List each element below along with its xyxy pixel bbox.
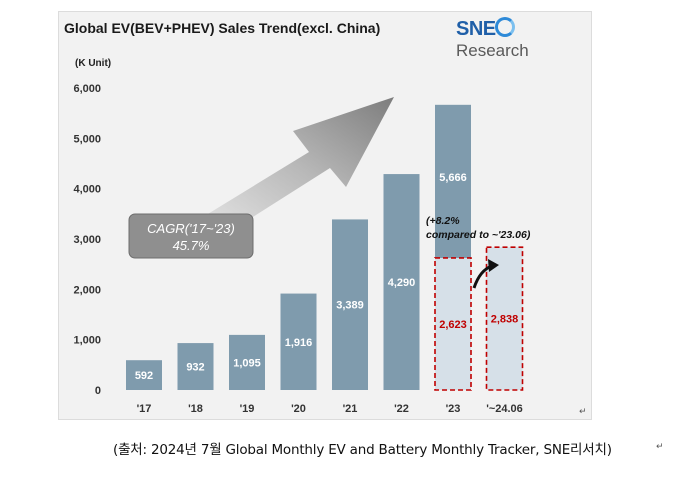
- partial-period-bar: [434, 257, 472, 391]
- bar-value-label: 1,916: [285, 337, 313, 349]
- partial-bar-value-label: 2,623: [439, 319, 467, 331]
- bar: [383, 174, 420, 390]
- x-tick-label: '22: [394, 403, 409, 415]
- cagr-label: CAGR('17~'23): [147, 221, 235, 236]
- cagr-box: [128, 213, 254, 259]
- bar-value-label: 5,666: [439, 172, 467, 184]
- partial-bar-value-label: 2,838: [491, 314, 519, 326]
- logo-ring-icon: [494, 17, 515, 37]
- x-tick-label: '19: [240, 403, 255, 415]
- x-tick-label: '21: [343, 403, 358, 415]
- return-mark-icon: ↵: [579, 406, 587, 416]
- growth-note-line2: compared to ~'23.06): [426, 229, 531, 241]
- source-caption: (출처: 2024년 7월 Global Monthly EV and Batt…: [113, 442, 612, 458]
- bar-value-label: 932: [186, 362, 204, 374]
- bar-value-label: 1,095: [233, 357, 261, 369]
- curved-arrow-head-icon: [488, 259, 499, 272]
- bar: [177, 343, 214, 390]
- chart-title: Global EV(BEV+PHEV) Sales Trend(excl. Ch…: [64, 20, 381, 36]
- x-tick-label: '18: [188, 403, 203, 415]
- y-tick-label: 2,000: [73, 284, 101, 296]
- sne-research-logo: SNEResearch: [456, 17, 586, 60]
- y-tick-label: 3,000: [73, 234, 101, 246]
- x-tick-label: '17: [137, 403, 152, 415]
- y-tick-label: 5,000: [73, 133, 101, 145]
- bar: [332, 219, 368, 390]
- y-tick-label: 6,000: [73, 83, 101, 95]
- bar: [126, 360, 162, 390]
- x-tick-label: '20: [291, 403, 306, 415]
- bar: [229, 334, 265, 390]
- bar: [280, 293, 317, 390]
- return-mark-icon: ↵: [656, 441, 664, 451]
- growth-note-line1: (+8.2%: [426, 215, 460, 227]
- bar-value-label: 592: [135, 370, 153, 382]
- growth-arrow-icon: [180, 97, 394, 250]
- y-tick-label: 4,000: [73, 184, 101, 196]
- logo-suffix: Research: [456, 41, 529, 60]
- x-tick-label: '23: [446, 403, 461, 415]
- bar-value-label: 4,290: [388, 277, 416, 289]
- y-tick-label: 1,000: [73, 335, 101, 347]
- y-axis-unit-label: (K Unit): [75, 58, 112, 69]
- logo-brand: SNE: [456, 18, 496, 40]
- partial-period-bar: [485, 246, 524, 391]
- x-tick-label: '~24.06: [486, 403, 523, 415]
- y-tick-label: 0: [95, 385, 101, 397]
- cagr-value: 45.7%: [173, 238, 210, 253]
- bar-value-label: 3,389: [336, 300, 364, 312]
